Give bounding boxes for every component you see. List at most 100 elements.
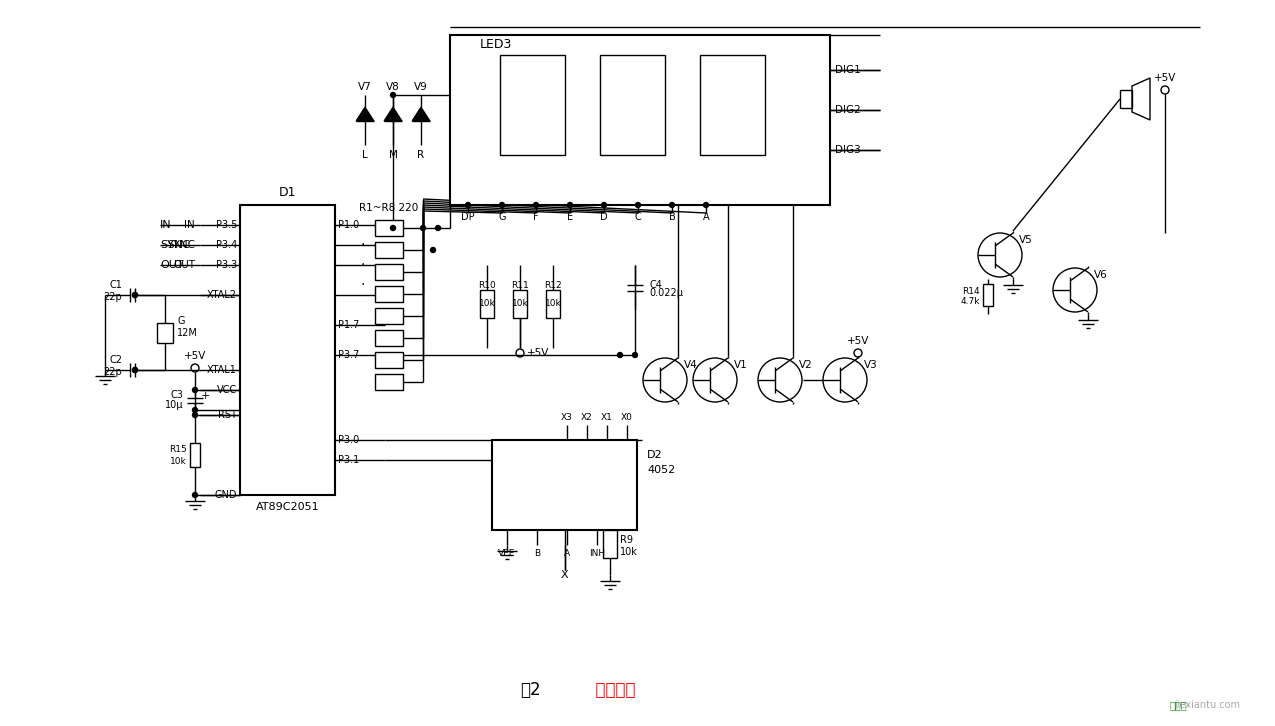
Bar — [513, 290, 527, 318]
Bar — [375, 352, 403, 368]
Bar — [190, 443, 200, 467]
Circle shape — [390, 92, 395, 97]
Text: +5V: +5V — [1154, 73, 1176, 83]
Circle shape — [390, 226, 395, 230]
Circle shape — [436, 226, 440, 230]
Circle shape — [533, 203, 538, 208]
Text: C4: C4 — [649, 280, 662, 290]
Circle shape — [193, 407, 198, 412]
Text: R10: R10 — [478, 280, 496, 290]
Text: ·: · — [361, 238, 365, 252]
Polygon shape — [412, 107, 430, 121]
Text: M: M — [389, 150, 398, 160]
Bar — [479, 290, 493, 318]
Text: V9: V9 — [414, 82, 428, 92]
Text: X2: X2 — [581, 414, 593, 423]
Bar — [375, 220, 403, 236]
Text: 10μ: 10μ — [164, 400, 184, 410]
Bar — [157, 322, 173, 343]
Circle shape — [421, 226, 426, 230]
Text: D2: D2 — [646, 450, 663, 460]
Text: +: + — [200, 391, 209, 401]
Text: A: A — [703, 212, 709, 222]
Text: VEE: VEE — [499, 550, 515, 558]
Text: XTAL2: XTAL2 — [207, 290, 237, 300]
Bar — [1119, 90, 1132, 108]
Text: X3: X3 — [561, 414, 572, 423]
Text: P3.5: P3.5 — [215, 220, 237, 230]
Text: OUT: OUT — [173, 260, 195, 270]
Text: P3.0: P3.0 — [338, 435, 360, 445]
Bar — [375, 330, 403, 346]
Text: E: E — [567, 212, 572, 222]
Text: P1.0: P1.0 — [338, 220, 360, 230]
Text: DIG1: DIG1 — [835, 65, 861, 75]
Text: IN: IN — [159, 220, 172, 230]
Text: C1: C1 — [110, 280, 122, 290]
Text: ·: · — [361, 278, 365, 292]
Text: P1.7: P1.7 — [338, 320, 360, 330]
Bar — [375, 374, 403, 390]
Text: LED3: LED3 — [479, 38, 513, 52]
Text: R11: R11 — [511, 280, 529, 290]
Text: V4: V4 — [685, 360, 697, 370]
Circle shape — [133, 367, 138, 372]
Polygon shape — [356, 107, 374, 121]
Text: 10k: 10k — [171, 457, 187, 465]
Bar — [546, 290, 560, 318]
Text: DIG2: DIG2 — [835, 105, 861, 115]
Text: R14: R14 — [963, 287, 980, 296]
Text: 22p: 22p — [103, 292, 122, 302]
Text: 0.022μ: 0.022μ — [649, 288, 683, 298]
Bar — [603, 530, 617, 558]
Text: C2: C2 — [108, 355, 122, 365]
Circle shape — [617, 353, 622, 357]
Text: 22p: 22p — [103, 367, 122, 377]
Text: P3.7: P3.7 — [338, 350, 360, 360]
Text: P3.1: P3.1 — [338, 455, 360, 465]
Circle shape — [133, 293, 138, 298]
Bar — [375, 264, 403, 280]
Text: ·: · — [361, 258, 365, 272]
Circle shape — [669, 203, 674, 208]
Text: R1~R8 220: R1~R8 220 — [360, 203, 418, 213]
Text: C3: C3 — [170, 390, 184, 400]
Bar — [375, 286, 403, 302]
Text: jiexiantu.com: jiexiantu.com — [1174, 700, 1241, 710]
Text: 10k: 10k — [544, 300, 561, 309]
Text: V1: V1 — [734, 360, 748, 370]
Bar — [375, 242, 403, 258]
Text: V5: V5 — [1019, 235, 1033, 245]
Text: 12M: 12M — [177, 327, 198, 338]
Text: 图2: 图2 — [520, 681, 541, 699]
Text: V7: V7 — [358, 82, 372, 92]
Text: RST: RST — [218, 410, 237, 420]
Text: +5V: +5V — [184, 351, 207, 361]
Circle shape — [193, 388, 198, 393]
Text: AT89C2051: AT89C2051 — [256, 502, 319, 512]
Circle shape — [635, 203, 640, 208]
Bar — [240, 205, 335, 495]
Circle shape — [602, 203, 607, 208]
Text: DP: DP — [462, 212, 474, 222]
Bar — [601, 55, 666, 155]
Text: D1: D1 — [279, 187, 296, 200]
Text: G: G — [177, 316, 185, 325]
Text: 10k: 10k — [511, 300, 528, 309]
Text: R: R — [417, 150, 425, 160]
Circle shape — [193, 412, 198, 417]
Circle shape — [500, 203, 505, 208]
Text: IN: IN — [185, 220, 195, 230]
Text: V8: V8 — [386, 82, 400, 92]
Text: X: X — [561, 570, 569, 580]
Text: R9: R9 — [620, 535, 632, 545]
Circle shape — [704, 203, 709, 208]
Text: R12: R12 — [544, 280, 562, 290]
Circle shape — [133, 293, 138, 298]
Text: DIG3: DIG3 — [835, 145, 861, 155]
Text: B: B — [534, 550, 541, 558]
Text: 4052: 4052 — [646, 465, 676, 475]
Text: 10k: 10k — [620, 547, 638, 557]
Text: VCC: VCC — [217, 385, 237, 395]
Text: V2: V2 — [799, 360, 813, 370]
